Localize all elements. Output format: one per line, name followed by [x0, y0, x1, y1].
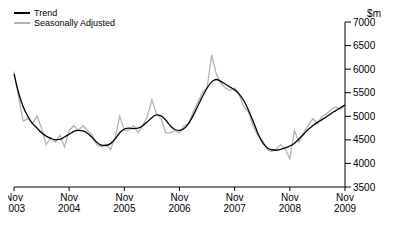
svg-text:Nov2003: Nov2003 [8, 192, 26, 214]
svg-text:7000: 7000 [353, 16, 376, 28]
svg-text:6000: 6000 [353, 64, 376, 75]
svg-text:Nov2006: Nov2006 [168, 192, 191, 214]
svg-text:5500: 5500 [353, 87, 376, 98]
svg-text:4000: 4000 [353, 158, 376, 169]
html-text:$m: $m [367, 8, 381, 19]
svg-text:3500: 3500 [353, 182, 376, 193]
svg-text:Nov2007: Nov2007 [224, 192, 247, 214]
svg-text:5000: 5000 [353, 111, 376, 122]
svg-text:6500: 6500 [353, 40, 376, 51]
svg-text:Nov2004: Nov2004 [58, 192, 81, 214]
svg-text:Nov2008: Nov2008 [279, 192, 302, 214]
svg-text:Nov2005: Nov2005 [113, 192, 136, 214]
html-text:Trend: Trend [34, 8, 58, 18]
html-text:Seasonally Adjusted: Seasonally Adjusted [34, 18, 116, 28]
svg-text:4500: 4500 [353, 134, 376, 145]
svg-text:Nov2009: Nov2009 [334, 192, 357, 214]
